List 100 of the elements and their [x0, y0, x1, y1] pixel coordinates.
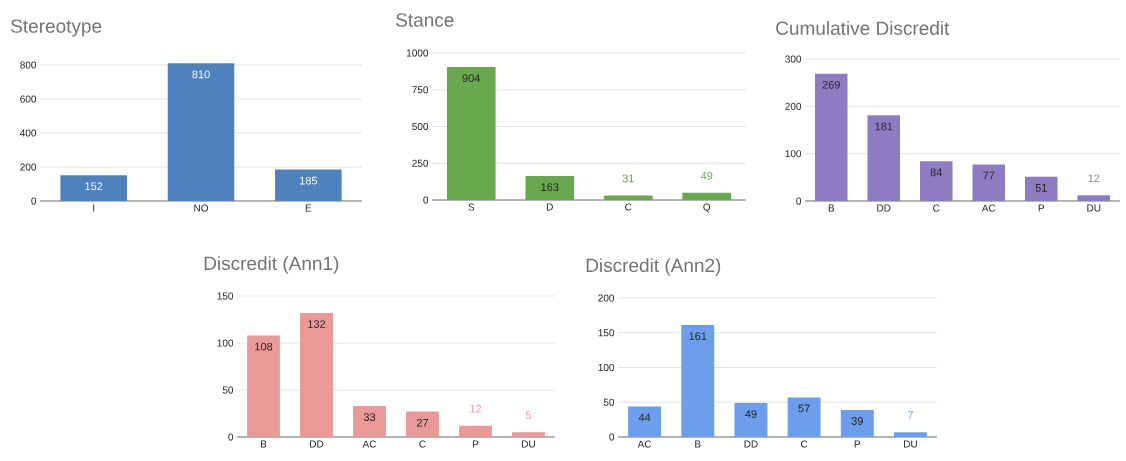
data-label: 163: [541, 183, 559, 192]
data-label: 108: [255, 342, 273, 351]
x-tick-label: NO: [194, 204, 209, 212]
x-tick-label: C: [625, 203, 632, 211]
data-label: 810: [192, 70, 210, 79]
y-tick-label: 400: [20, 129, 37, 137]
data-label: 132: [308, 320, 326, 328]
bar: [893, 432, 927, 437]
x-tick-label: P: [472, 440, 479, 448]
bar: [525, 176, 575, 200]
x-tick-label: DD: [877, 204, 891, 212]
x-tick-label: C: [933, 204, 940, 212]
y-tick-label: 100: [217, 339, 234, 347]
x-tick-label: P: [1038, 204, 1045, 212]
bar: [603, 195, 653, 200]
x-tick-label: B: [260, 440, 267, 448]
x-tick-label: DU: [904, 440, 917, 448]
y-tick-label: 50: [603, 398, 615, 406]
bar: [459, 425, 492, 437]
x-tick-label: AC: [981, 204, 996, 212]
chart-title: Cumulative Discredit: [776, 21, 950, 35]
y-tick-label: 300: [785, 55, 802, 63]
y-tick-label: 200: [598, 294, 615, 302]
x-tick-label: C: [800, 440, 808, 448]
bar: [247, 335, 280, 437]
x-tick-label: B: [828, 204, 835, 212]
data-label: 77: [983, 171, 995, 180]
y-tick-label: 50: [222, 386, 234, 394]
bar: [787, 397, 821, 437]
data-label: 27: [416, 418, 429, 427]
data-label: 33: [363, 413, 376, 421]
data-label: 49: [745, 410, 757, 418]
bar: [919, 161, 953, 201]
data-label: 31: [622, 174, 634, 183]
bar: [734, 402, 768, 437]
data-label: 39: [851, 417, 863, 425]
y-tick-label: 100: [598, 363, 615, 372]
x-tick-label: B: [695, 440, 701, 448]
y-tick-label: 500: [412, 122, 429, 131]
y-tick-label: 100: [785, 150, 802, 158]
bar: [406, 411, 439, 437]
y-tick-label: 0: [796, 197, 802, 205]
y-tick-label: 200: [785, 102, 802, 110]
data-label: 44: [638, 413, 651, 422]
data-label: 57: [798, 404, 810, 413]
y-tick-label: 0: [423, 196, 429, 204]
chart-title: Stereotype: [11, 19, 102, 37]
y-tick-label: 1000: [407, 49, 429, 57]
chart-title: Discredit (Ann2): [586, 258, 721, 276]
bar: [867, 115, 901, 201]
x-tick-label: P: [854, 440, 861, 448]
data-label: 7: [907, 411, 913, 419]
data-label: 904: [462, 74, 481, 83]
y-tick-label: 750: [412, 86, 429, 94]
bar: [1077, 195, 1111, 201]
data-label: 51: [1035, 184, 1047, 192]
data-label: 185: [299, 176, 318, 185]
y-tick-label: 0: [31, 197, 37, 205]
data-label: 152: [85, 182, 103, 191]
y-tick-label: 200: [20, 163, 37, 171]
data-label: 161: [689, 332, 707, 341]
x-tick-label: AC: [637, 440, 652, 448]
y-tick-label: 250: [412, 159, 429, 167]
y-tick-label: 150: [217, 292, 234, 300]
bar: [167, 63, 235, 201]
bar: [446, 67, 496, 200]
x-tick-label: DU: [1087, 204, 1101, 212]
bar: [60, 175, 127, 201]
chart-title: Stance: [396, 13, 454, 27]
bar: [972, 164, 1006, 201]
bar: [300, 312, 333, 437]
x-tick-label: S: [468, 203, 475, 211]
x-tick-label: C: [419, 440, 426, 448]
x-tick-label: Q: [703, 203, 711, 213]
data-label: 12: [470, 404, 482, 413]
data-label: 5: [525, 411, 532, 420]
data-label: 12: [1088, 174, 1100, 183]
x-tick-label: E: [305, 204, 312, 212]
x-tick-label: D: [546, 203, 553, 211]
y-tick-label: 150: [598, 329, 615, 337]
data-label: 49: [700, 171, 713, 180]
y-tick-label: 0: [609, 433, 615, 441]
x-tick-label: DD: [310, 440, 324, 448]
data-label: 84: [930, 168, 943, 177]
x-tick-label: AC: [362, 440, 377, 448]
x-tick-label: I: [93, 204, 95, 212]
data-label: 269: [822, 80, 840, 89]
chart-title: Discredit (Ann1): [204, 256, 339, 274]
data-label: 181: [875, 122, 893, 131]
bar: [814, 73, 848, 201]
bar: [681, 325, 715, 437]
bar: [1024, 176, 1058, 201]
x-tick-label: DU: [522, 440, 535, 448]
bar: [682, 192, 732, 200]
y-tick-label: 0: [228, 433, 234, 441]
x-tick-label: DD: [744, 440, 758, 448]
bar: [628, 406, 662, 437]
bar: [840, 409, 874, 437]
bar: [275, 169, 342, 201]
bar: [512, 432, 545, 437]
